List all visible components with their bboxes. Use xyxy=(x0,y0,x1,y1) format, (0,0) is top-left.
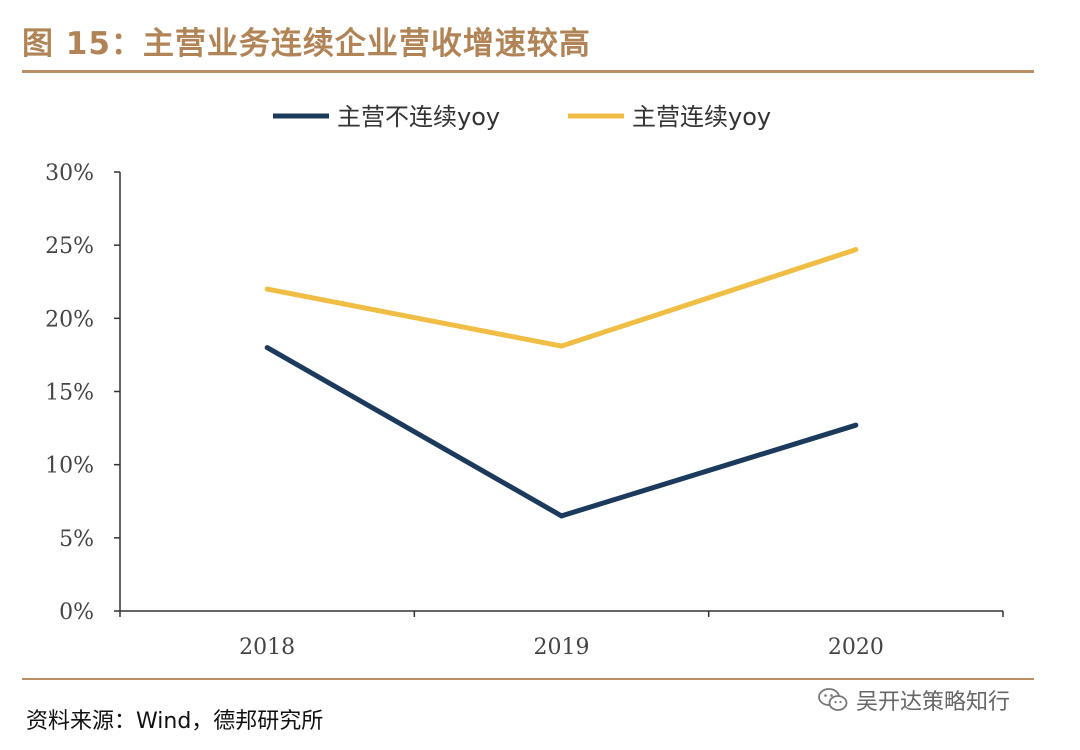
watermark-text: 吴开达策略知行 xyxy=(856,690,1011,715)
y-tick-label: 30% xyxy=(45,161,94,186)
wechat-icon xyxy=(818,688,848,711)
x-tick-label: 2019 xyxy=(534,635,590,660)
source-note: 资料来源：Wind，德邦研究所 xyxy=(26,709,324,734)
data-point xyxy=(853,247,859,253)
y-tick-label: 5% xyxy=(59,527,94,552)
data-point xyxy=(264,286,270,292)
legend-label: 主营连续yoy xyxy=(632,103,771,131)
title-divider xyxy=(22,70,1034,73)
y-tick-label: 20% xyxy=(45,307,94,332)
x-tick-label: 2018 xyxy=(239,635,295,660)
line-chart: 0% 5% 10% 15% 20% 25% 30% 2018 2019 2020 主营不连续yoy 主… xyxy=(45,103,1004,660)
source-divider xyxy=(22,678,1034,680)
y-tick-label: 10% xyxy=(45,454,94,479)
data-point xyxy=(559,343,564,349)
series-line xyxy=(266,247,857,349)
x-tick-label: 2020 xyxy=(828,635,884,660)
watermark: 吴开达策略知行 xyxy=(818,684,1010,716)
data-point xyxy=(264,345,270,351)
figure-title: 图 15：主营业务连续企业营收增速较高 xyxy=(22,26,591,62)
y-tick-label: 15% xyxy=(45,381,94,406)
y-tick-label: 0% xyxy=(59,600,94,625)
y-tick-label: 25% xyxy=(45,234,94,259)
data-point xyxy=(853,422,859,428)
data-point xyxy=(559,513,564,519)
legend-label: 主营不连续yoy xyxy=(337,103,500,131)
series-line xyxy=(265,345,857,519)
